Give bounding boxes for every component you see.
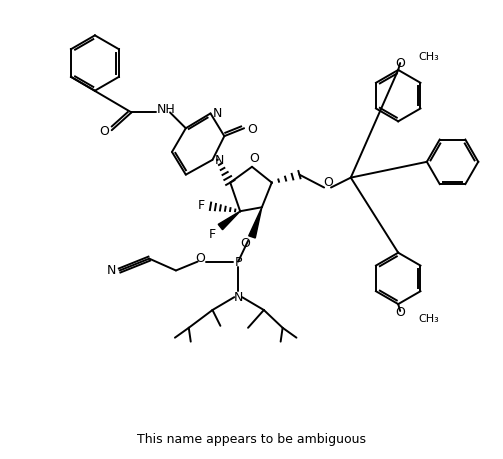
Text: O: O bbox=[247, 123, 257, 135]
Text: N: N bbox=[213, 106, 222, 120]
Text: P: P bbox=[234, 256, 242, 269]
Text: This name appears to be ambiguous: This name appears to be ambiguous bbox=[137, 432, 367, 445]
Text: CH₃: CH₃ bbox=[418, 313, 439, 323]
Text: O: O bbox=[196, 252, 206, 264]
Text: N: N bbox=[107, 263, 116, 276]
Text: O: O bbox=[395, 56, 405, 69]
Text: F: F bbox=[209, 228, 216, 241]
Text: NH: NH bbox=[156, 103, 176, 116]
Text: O: O bbox=[99, 124, 109, 137]
Text: O: O bbox=[240, 237, 250, 250]
Text: F: F bbox=[198, 198, 205, 211]
Text: N: N bbox=[215, 154, 224, 167]
Polygon shape bbox=[248, 208, 262, 239]
Text: O: O bbox=[395, 306, 405, 319]
Polygon shape bbox=[218, 212, 240, 230]
Text: N: N bbox=[233, 290, 243, 303]
Text: CH₃: CH₃ bbox=[418, 52, 439, 62]
Text: O: O bbox=[249, 152, 259, 165]
Text: O: O bbox=[323, 176, 333, 189]
